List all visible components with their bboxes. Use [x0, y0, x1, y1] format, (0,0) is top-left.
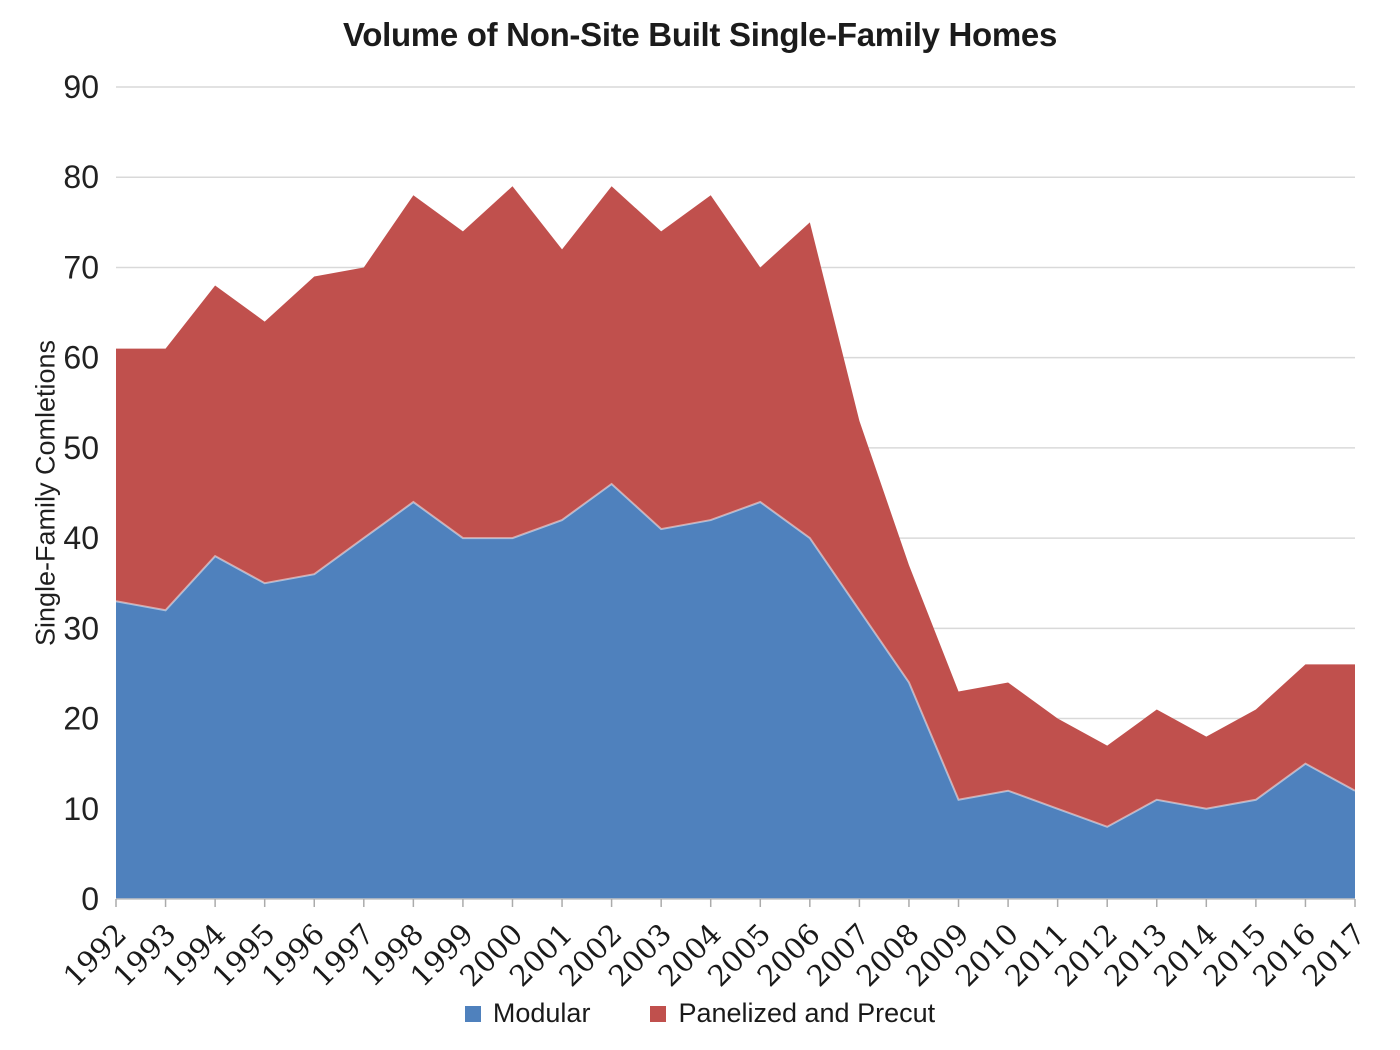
modular-top-boundary [115, 482, 1356, 828]
y-tick-label-70: 70 [63, 249, 99, 285]
y-tick-label-10: 10 [63, 791, 99, 827]
area-modular [116, 483, 1355, 899]
y-tick-label-90: 90 [63, 69, 99, 105]
legend-swatch-modular [464, 1005, 481, 1022]
legend-label-modular: Modular [492, 998, 591, 1028]
y-tick-label-80: 80 [63, 159, 99, 195]
legend: Modular Panelized and Precut [0, 998, 1400, 1029]
y-tick-label-20: 20 [63, 701, 99, 737]
legend-item-panelized: Panelized and Precut [650, 998, 935, 1029]
y-tick-label-0: 0 [81, 881, 99, 917]
chart-title: Volume of Non-Site Built Single-Family H… [342, 16, 1058, 53]
y-tick-label-50: 50 [63, 430, 99, 466]
legend-swatch-panelized [650, 1005, 667, 1022]
y-tick-label-30: 30 [63, 610, 99, 646]
y-tick-label-40: 40 [63, 520, 99, 556]
legend-label-panelized: Panelized and Precut [678, 998, 936, 1028]
y-tick-label-60: 60 [63, 340, 99, 376]
legend-item-modular: Modular [464, 998, 591, 1029]
